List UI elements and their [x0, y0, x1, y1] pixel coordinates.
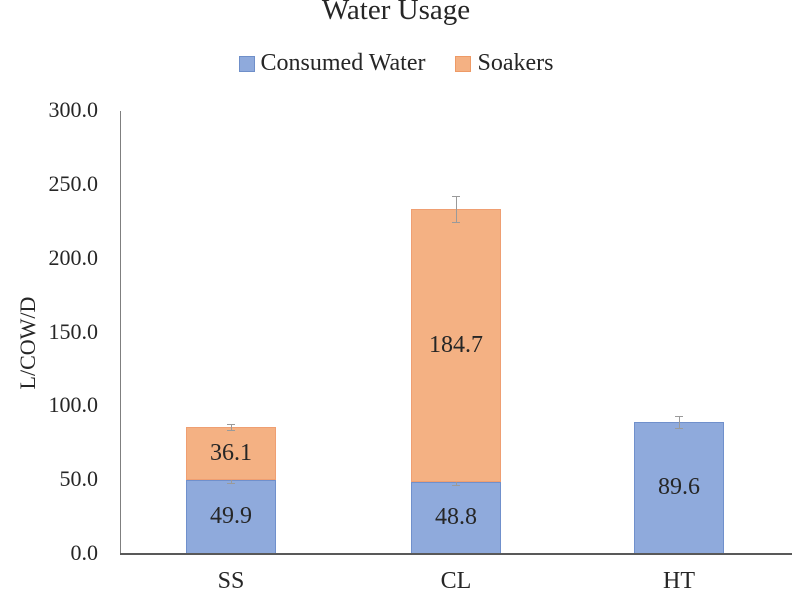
- data-label: 49.9: [210, 503, 252, 530]
- error-bar: [231, 424, 232, 430]
- error-bar-cap: [675, 415, 683, 417]
- error-bar: [456, 195, 457, 223]
- error-bar-cap: [452, 484, 460, 486]
- bar-ht-consumed-water: 89.6: [634, 421, 724, 554]
- data-label: 184.7: [429, 331, 483, 358]
- error-bar-cap: [452, 195, 460, 197]
- error-bar: [456, 478, 457, 485]
- error-bar-cap: [675, 427, 683, 429]
- bar-ss-soakers: 36.1: [186, 427, 276, 481]
- error-bar-cap: [452, 222, 460, 224]
- error-bar-cap: [227, 429, 235, 431]
- data-label: 89.6: [658, 473, 700, 500]
- y-tick-label: 250.0: [48, 170, 99, 196]
- legend-label-consumed-water: Consumed Water: [260, 50, 426, 76]
- legend: Consumed Water Soakers: [0, 50, 792, 77]
- y-tick-label: 150.0: [48, 318, 99, 344]
- soakers-swatch: [455, 55, 472, 72]
- y-tick-label: 100.0: [48, 392, 99, 418]
- data-label: 36.1: [210, 439, 252, 466]
- legend-item-consumed-water: Consumed Water: [238, 50, 426, 77]
- bar-cl-soakers: 184.7: [411, 209, 501, 482]
- x-tick-label: HT: [663, 568, 695, 594]
- bar-ss-consumed-water: 49.9: [186, 480, 276, 554]
- consumed-water-swatch: [238, 55, 255, 72]
- y-tick-label: 50.0: [59, 466, 99, 492]
- y-axis-line: [120, 111, 121, 554]
- y-tick-label: 300.0: [48, 97, 99, 122]
- error-bar-cap: [227, 424, 235, 426]
- y-tick-label: 200.0: [48, 244, 99, 270]
- error-bar: [231, 477, 232, 484]
- data-label: 48.8: [435, 503, 477, 530]
- legend-item-soakers: Soakers: [455, 50, 553, 77]
- bar-cl-consumed-water: 48.8: [411, 481, 501, 554]
- error-bar: [679, 415, 680, 428]
- legend-label-soakers: Soakers: [477, 50, 554, 76]
- x-tick-label: SS: [217, 568, 245, 594]
- error-bar-cap: [227, 483, 235, 485]
- x-axis-line: [120, 553, 792, 555]
- chart-title: Water Usage: [321, 0, 471, 26]
- x-tick-label: CL: [440, 568, 472, 594]
- y-tick-label: 0.0: [70, 540, 99, 565]
